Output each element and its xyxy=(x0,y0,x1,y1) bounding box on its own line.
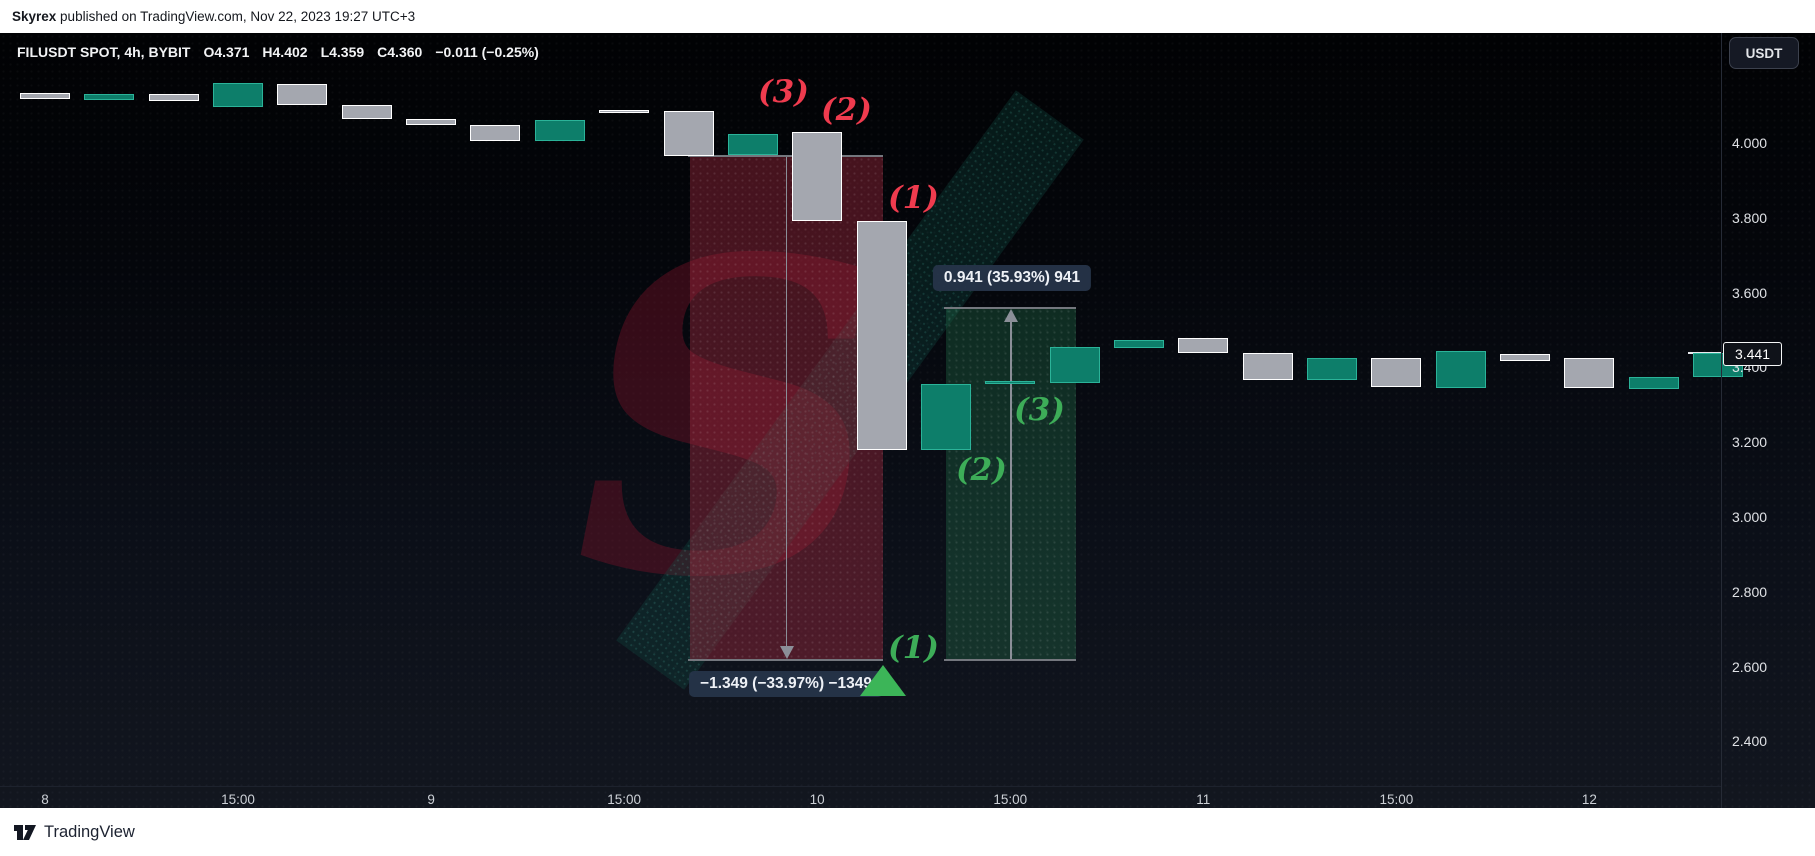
wave-label-green[interactable]: (2) xyxy=(956,452,1007,488)
candle xyxy=(341,105,392,120)
legend-value: C4.360 xyxy=(377,44,423,60)
price-axis-label: 2.800 xyxy=(1732,583,1768,600)
candle xyxy=(1307,358,1357,380)
wave-label-green[interactable]: (3) xyxy=(1014,392,1065,428)
time-axis-label: 12 xyxy=(1581,792,1597,807)
candle xyxy=(663,111,714,156)
legend-value: −0.011 (−0.25%) xyxy=(435,44,539,60)
chart-legend: FILUSDT SPOT, 4h, BYBIT O4.371 H4.402 L4.3… xyxy=(17,44,539,60)
time-axis-label: 15:00 xyxy=(221,792,255,807)
candle-wick xyxy=(1138,315,1140,355)
candle xyxy=(277,83,328,106)
candle xyxy=(470,125,521,141)
wave-label-red[interactable]: (3) xyxy=(758,74,809,110)
candle xyxy=(1371,358,1422,387)
price-axis-label: 4.000 xyxy=(1732,135,1768,151)
footer xyxy=(0,808,1815,856)
price-axis-border xyxy=(1721,33,1722,808)
price-axis-label: 2.400 xyxy=(1732,733,1768,750)
candle xyxy=(1242,352,1293,380)
candle xyxy=(599,110,650,113)
time-axis-border xyxy=(0,786,1721,787)
candle xyxy=(534,120,585,141)
candle xyxy=(84,94,135,100)
chart-canvas[interactable] xyxy=(0,33,1815,808)
time-axis-label: 10 xyxy=(809,792,825,807)
price-axis-label: 3.000 xyxy=(1732,509,1768,525)
publish-header: Skyrex published on TradingView.com, Nov… xyxy=(0,0,1815,33)
red-range-label[interactable]: −1.349 (−33.97%) −1349 xyxy=(689,671,883,697)
green-range-line xyxy=(1010,321,1012,660)
green-range-top-line xyxy=(944,307,1076,310)
red-range-top-line xyxy=(688,154,883,157)
legend-value: L4.359 xyxy=(320,44,365,60)
red-range-arrowhead xyxy=(779,646,794,660)
price-axis-label: 3.200 xyxy=(1732,434,1768,451)
wave-label-red[interactable]: (1) xyxy=(888,180,939,216)
candle xyxy=(406,118,457,126)
candle xyxy=(213,83,264,108)
legend-value: H4.402 xyxy=(262,44,308,60)
time-axis-label: 9 xyxy=(427,792,435,807)
candle xyxy=(148,93,199,101)
time-axis-label: 15:00 xyxy=(1379,792,1414,807)
wave-label-green[interactable]: (1) xyxy=(888,630,939,666)
candle xyxy=(856,221,907,450)
green-range-label[interactable]: 0.941 (35.93%) 941 xyxy=(932,265,1092,291)
time-axis-label: 8 xyxy=(41,792,49,807)
symbol-title: FILUSDT SPOT, 4h, BYBIT xyxy=(17,44,191,60)
red-range-line xyxy=(785,156,788,648)
price-axis-label: 3.800 xyxy=(1732,209,1768,226)
candle-wick xyxy=(623,88,625,119)
time-axis-label: 11 xyxy=(1196,792,1211,807)
candle xyxy=(920,384,971,451)
candle xyxy=(1564,358,1615,389)
price-axis-label: 2.600 xyxy=(1732,658,1768,675)
tradingview-logo-icon xyxy=(14,825,36,840)
publish-info: published on TradingView.com, Nov 22, 20… xyxy=(56,9,416,24)
candle xyxy=(727,133,778,155)
candle xyxy=(1049,346,1100,383)
green-range-bottom-line xyxy=(944,659,1076,662)
candle-wick xyxy=(1009,338,1011,420)
candle xyxy=(985,381,1036,385)
candle xyxy=(1628,376,1679,390)
candle xyxy=(1435,350,1486,389)
candle xyxy=(792,132,843,222)
currency-toggle-button[interactable]: USDT xyxy=(1729,37,1799,69)
wave-label-red[interactable]: (2) xyxy=(821,92,872,128)
legend-value: O4.371 xyxy=(203,44,250,60)
green-range-arrowhead xyxy=(1004,309,1018,323)
price-axis-label: 3.600 xyxy=(1732,284,1768,301)
candle xyxy=(1500,354,1551,361)
time-axis-label: 15:00 xyxy=(993,792,1028,807)
candle xyxy=(20,93,70,100)
candle xyxy=(1113,339,1164,348)
candle xyxy=(1178,338,1229,354)
publisher-name: Skyrex xyxy=(12,9,57,24)
skyrex-watermark: S xyxy=(575,205,886,635)
red-range-bottom-line xyxy=(688,659,883,662)
buy-triangle-marker[interactable] xyxy=(860,665,906,696)
time-axis-label: 15:00 xyxy=(607,792,642,807)
last-price-tag: 3.441 xyxy=(1723,342,1782,367)
tradingview-logo-text: TradingView xyxy=(44,823,135,841)
